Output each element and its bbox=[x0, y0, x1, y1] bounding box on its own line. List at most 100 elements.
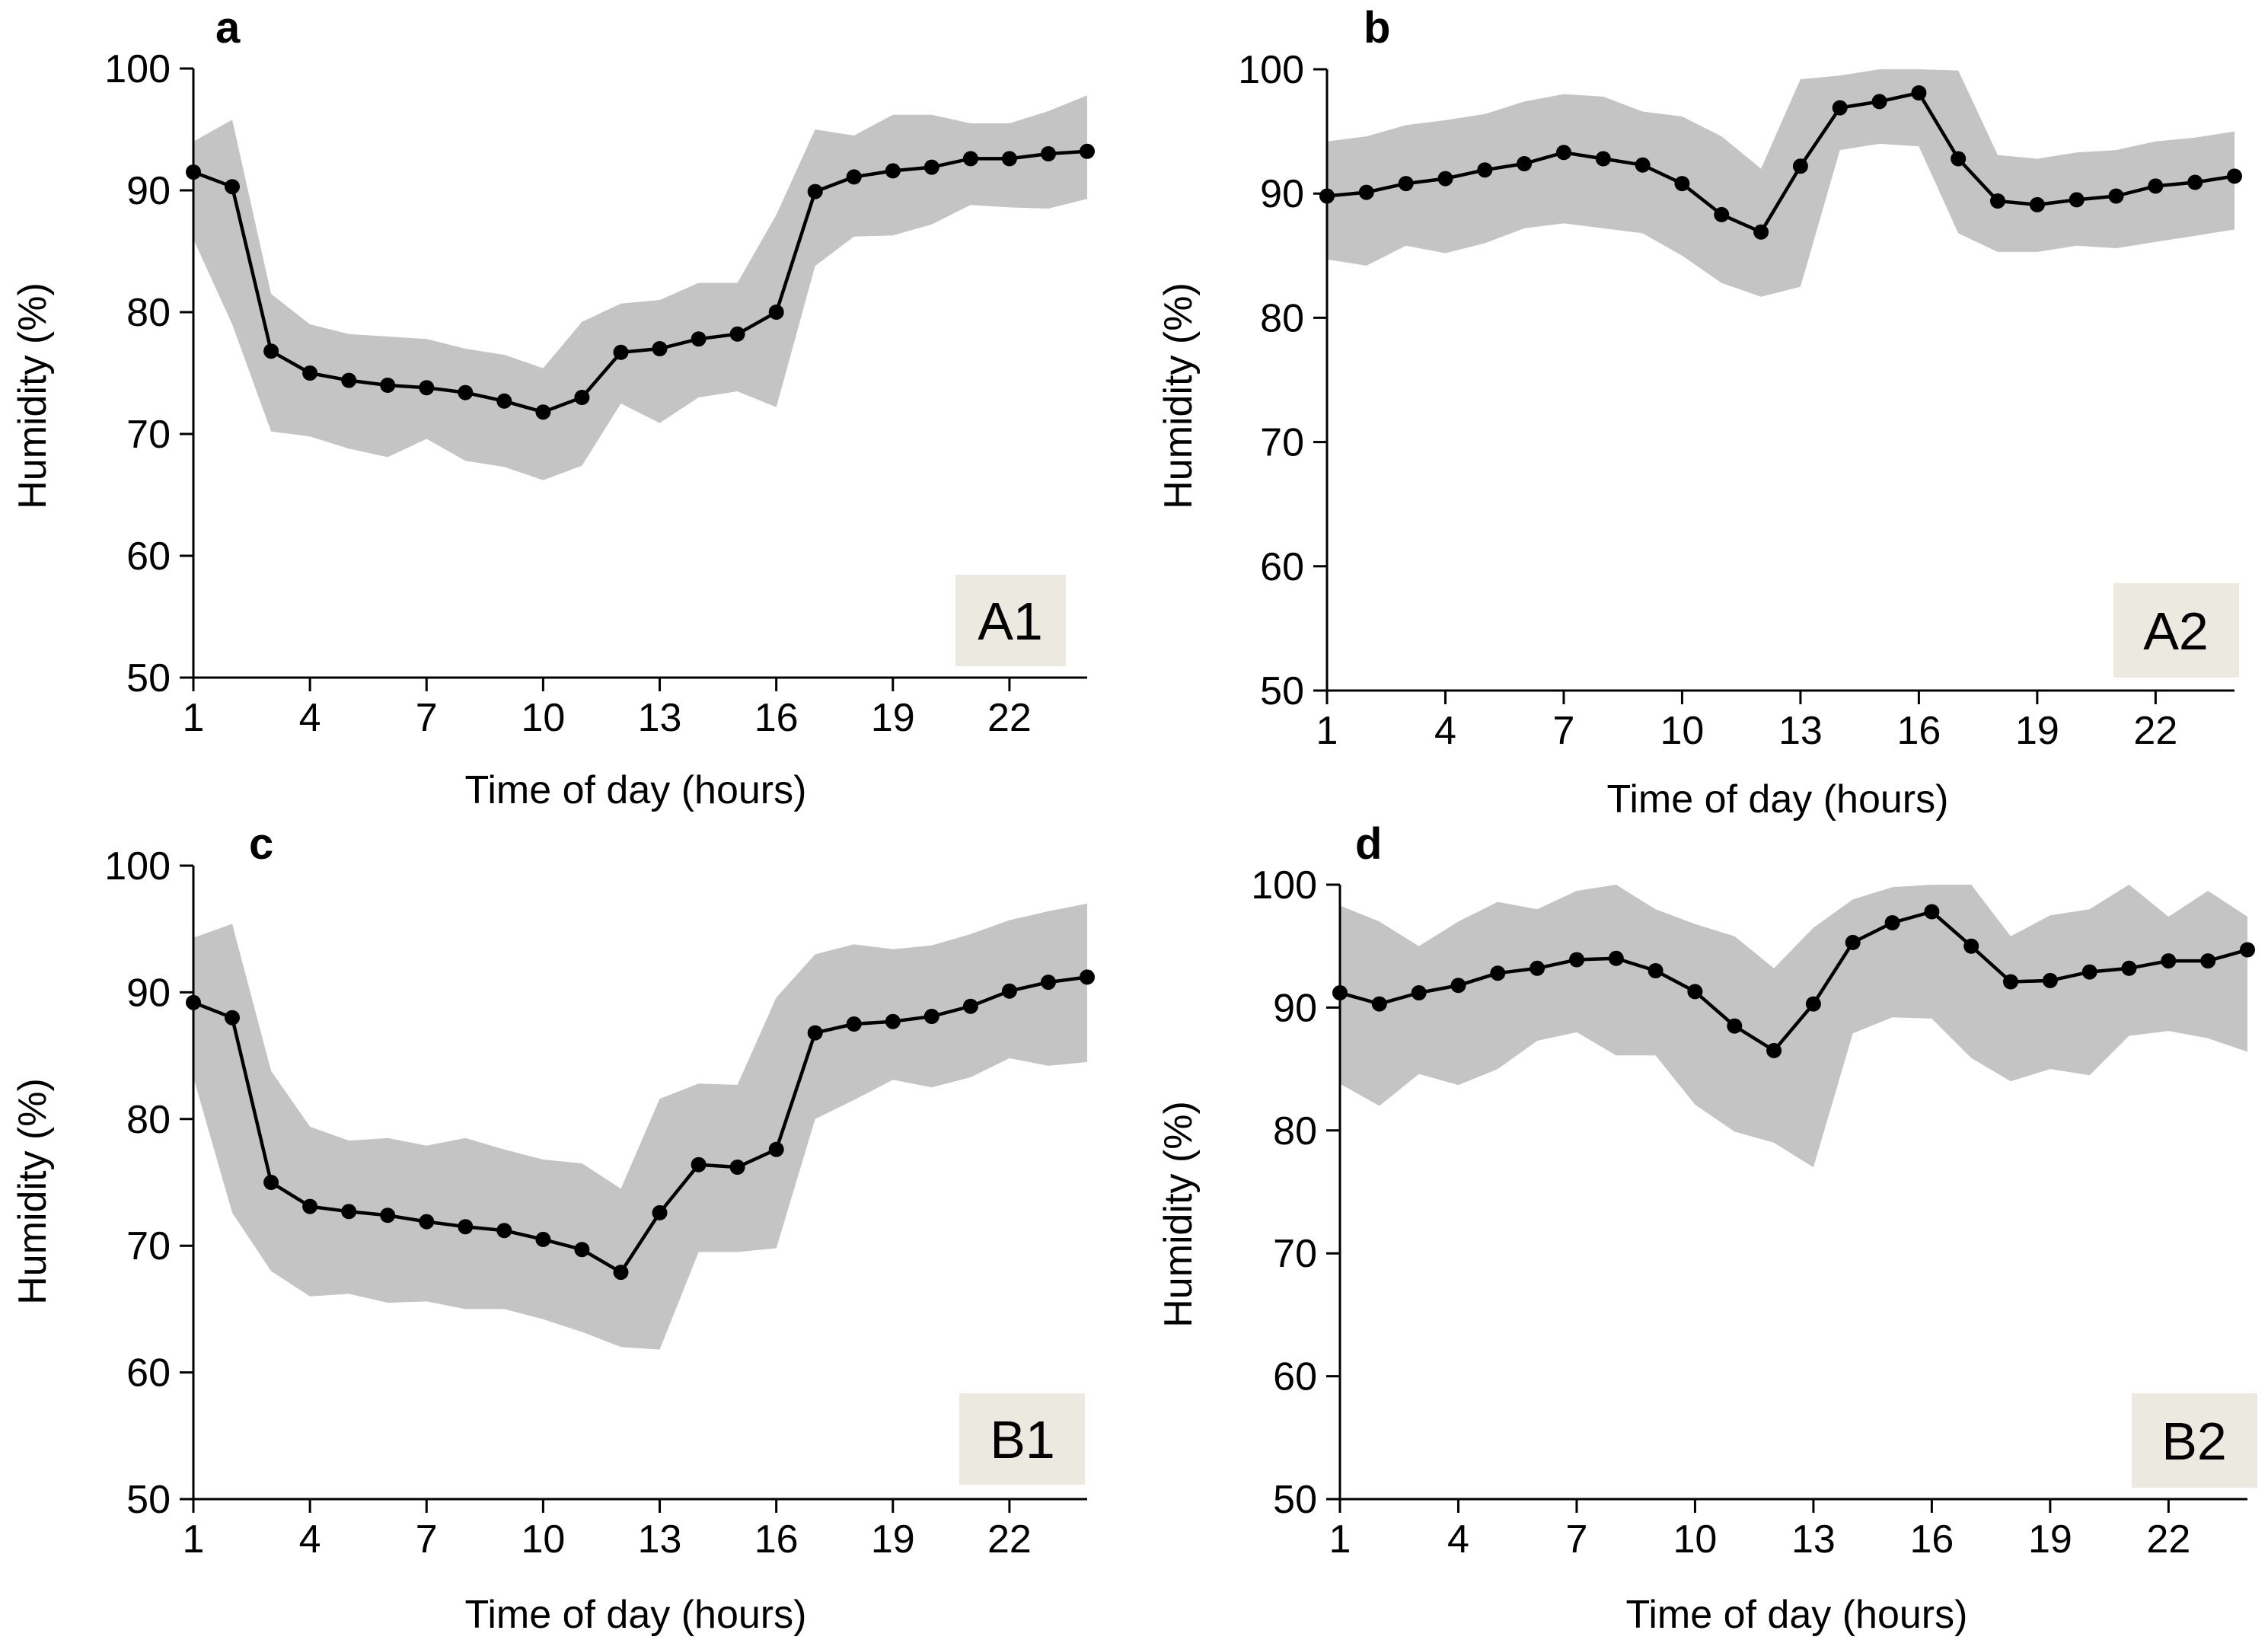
data-point bbox=[1041, 146, 1056, 161]
x-tick-label: 16 bbox=[1896, 709, 1941, 753]
y-tick-label: 90 bbox=[1260, 172, 1304, 216]
x-tick-label: 10 bbox=[1673, 1517, 1718, 1562]
data-point bbox=[1490, 965, 1506, 981]
data-point bbox=[1080, 969, 1095, 985]
data-point bbox=[1805, 996, 1821, 1012]
data-point bbox=[691, 1156, 707, 1172]
x-tick-label: 4 bbox=[1447, 1517, 1469, 1562]
x-axis-title-c: Time of day (hours) bbox=[465, 1593, 807, 1637]
plot-a: 50 60 70 80 90 100 1 4 7 10 13 16 19 22 bbox=[104, 47, 1095, 740]
x-tick-label: 7 bbox=[416, 1517, 438, 1562]
y-tick-label: 100 bbox=[104, 47, 171, 91]
data-point bbox=[1648, 963, 1664, 978]
data-point bbox=[302, 365, 318, 381]
data-point bbox=[225, 179, 240, 195]
data-point bbox=[923, 159, 939, 175]
y-tick-label: 50 bbox=[126, 656, 171, 700]
panel-b: b 50 60 70 80 90 100 1 4 7 10 13 16 19 22 Time of day… bbox=[1156, 3, 2242, 822]
x-tick-label: 7 bbox=[1552, 709, 1574, 753]
data-point bbox=[1001, 151, 1017, 167]
plot-d: 50 60 70 80 90 100 1 4 7 10 13 16 19 22 bbox=[1251, 863, 2255, 1562]
x-tick-label: 13 bbox=[638, 696, 682, 740]
data-point bbox=[1569, 952, 1584, 968]
data-point bbox=[1319, 188, 1335, 204]
x-tick-label: 22 bbox=[987, 1517, 1032, 1562]
range-band bbox=[1327, 69, 2235, 297]
data-point bbox=[1687, 984, 1703, 1000]
data-point bbox=[962, 998, 978, 1014]
data-point bbox=[1832, 100, 1848, 116]
x-tick-label: 22 bbox=[2133, 709, 2177, 753]
y-axis-title-c: Humidity (%) bbox=[11, 1078, 55, 1305]
data-point bbox=[1437, 171, 1453, 187]
y-tick-label: 90 bbox=[126, 971, 171, 1015]
x-tick-label: 19 bbox=[2015, 709, 2059, 753]
x-tick-label: 22 bbox=[2146, 1517, 2190, 1562]
data-point bbox=[1766, 1042, 1782, 1058]
data-point bbox=[2227, 168, 2242, 184]
data-point bbox=[380, 378, 396, 393]
x-tick-label: 19 bbox=[871, 1517, 915, 1562]
data-point bbox=[768, 305, 784, 320]
data-point bbox=[2200, 953, 2216, 969]
x-axis-title-d: Time of day (hours) bbox=[1626, 1593, 1968, 1637]
data-point bbox=[613, 344, 629, 360]
data-point bbox=[1845, 934, 1861, 950]
tag-label-d: B2 bbox=[2161, 1412, 2227, 1471]
data-point bbox=[729, 1160, 745, 1175]
range-band bbox=[193, 95, 1087, 480]
tag-label-a: A1 bbox=[978, 592, 1043, 651]
panel-a: a 50 60 70 80 90 100 1 4 7 10 13 16 19 22 Time of day… bbox=[11, 3, 1095, 812]
y-tick-label: 70 bbox=[126, 413, 171, 457]
data-point bbox=[574, 1242, 590, 1258]
x-tick-label: 10 bbox=[521, 1517, 565, 1562]
data-point bbox=[186, 164, 201, 180]
data-point bbox=[535, 1231, 551, 1247]
data-point bbox=[885, 163, 901, 179]
x-tick-label: 22 bbox=[987, 696, 1032, 740]
x-tick-label: 1 bbox=[183, 696, 205, 740]
x-tick-label: 1 bbox=[183, 1517, 205, 1562]
tag-box-d bbox=[2132, 1393, 2257, 1488]
x-tick-label: 13 bbox=[1791, 1517, 1836, 1562]
y-tick-label: 80 bbox=[1260, 296, 1304, 340]
x-tick-label: 1 bbox=[1316, 709, 1338, 753]
data-point bbox=[807, 183, 823, 199]
data-point bbox=[2042, 972, 2058, 988]
data-point bbox=[729, 326, 745, 342]
tag-box-c bbox=[959, 1393, 1085, 1485]
data-point bbox=[652, 341, 668, 356]
x-tick-label: 7 bbox=[416, 696, 438, 740]
data-point bbox=[263, 1175, 279, 1190]
data-point bbox=[225, 1010, 240, 1026]
x-tick-label: 7 bbox=[1565, 1517, 1587, 1562]
y-axis-title-b: Humidity (%) bbox=[1156, 282, 1201, 509]
data-point bbox=[1727, 1018, 1743, 1034]
tag-label-b: A2 bbox=[2143, 601, 2209, 661]
data-point bbox=[1450, 978, 1466, 994]
x-tick-label: 19 bbox=[2028, 1517, 2072, 1562]
data-point bbox=[1411, 985, 1427, 1000]
panel-d: d 50 60 70 80 90 100 1 4 7 10 13 16 19 22 Time of day… bbox=[1156, 819, 2257, 1637]
data-point bbox=[1517, 156, 1533, 171]
data-point bbox=[535, 404, 551, 420]
tag-box-b bbox=[2113, 583, 2239, 678]
x-tick-label: 16 bbox=[754, 1517, 799, 1562]
data-point bbox=[1001, 983, 1017, 999]
data-point bbox=[613, 1265, 629, 1281]
data-point bbox=[1080, 143, 1095, 159]
x-tick-label: 1 bbox=[1329, 1517, 1351, 1562]
y-tick-label: 100 bbox=[1238, 48, 1304, 92]
data-point bbox=[2240, 942, 2255, 958]
data-point bbox=[768, 1141, 784, 1157]
y-tick-label: 100 bbox=[1251, 863, 1317, 908]
data-point bbox=[1884, 915, 1900, 930]
y-tick-label: 60 bbox=[126, 1351, 171, 1396]
data-point bbox=[807, 1025, 823, 1041]
data-point bbox=[962, 151, 978, 167]
data-point bbox=[1556, 145, 1571, 161]
data-point bbox=[885, 1013, 901, 1029]
tag-box-a bbox=[955, 575, 1066, 666]
y-axis-title-d: Humidity (%) bbox=[1156, 1101, 1201, 1328]
